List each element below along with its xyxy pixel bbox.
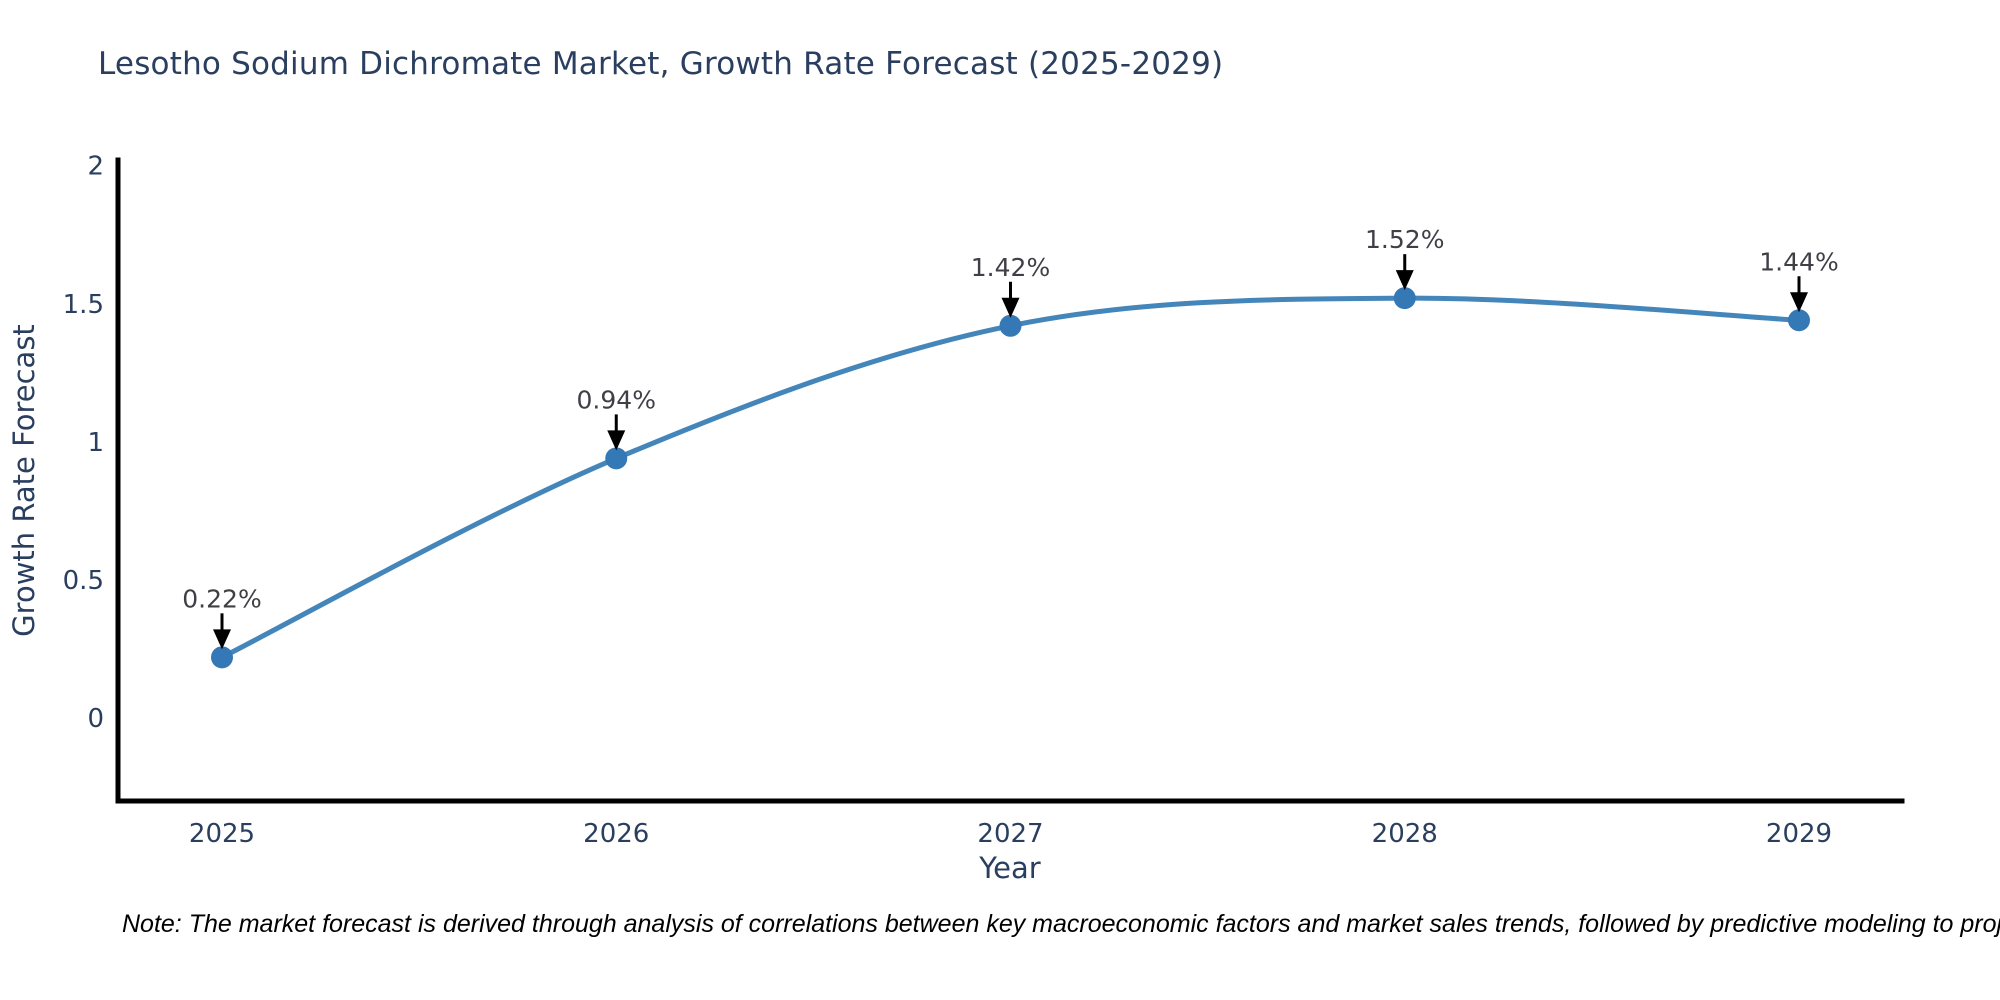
y-tick-label: 1 — [87, 428, 104, 458]
y-tick-label: 1.5 — [63, 290, 104, 320]
chart-title: Lesotho Sodium Dichromate Market, Growth… — [98, 46, 1224, 82]
x-tick-label: 2029 — [1766, 819, 1832, 849]
annotation-arrow-head — [1395, 270, 1414, 291]
y-tick-label: 0.5 — [63, 566, 104, 596]
y-axis-title: Growth Rate Forecast — [7, 324, 41, 637]
point-label-2029: 1.44% — [1759, 247, 1838, 276]
annotation-arrow-head — [213, 629, 231, 650]
x-tick-label: 2027 — [977, 819, 1043, 849]
point-label-2025: 0.22% — [182, 584, 261, 613]
data-point-2028[interactable] — [1393, 287, 1416, 310]
y-tick-label: 0 — [87, 704, 104, 734]
data-point-2025[interactable] — [211, 646, 233, 669]
annotation-arrow-head — [607, 430, 626, 451]
point-label-2027: 1.42% — [971, 253, 1050, 282]
data-point-2027[interactable] — [999, 314, 1022, 337]
x-tick-label: 2026 — [583, 819, 649, 849]
footnote: Note: The market forecast is derived thr… — [122, 910, 2000, 938]
y-tick-label: 2 — [87, 152, 104, 182]
point-label-2028: 1.52% — [1365, 225, 1444, 254]
data-point-2026[interactable] — [605, 447, 628, 470]
x-tick-label: 2028 — [1372, 819, 1438, 849]
annotation-arrow-head — [1790, 292, 1808, 313]
axes-lines — [115, 157, 1905, 804]
x-axis-title: Year — [978, 851, 1040, 885]
x-tick-label: 2025 — [189, 819, 255, 849]
point-label-2026: 0.94% — [577, 385, 656, 414]
data-point-2029[interactable] — [1788, 309, 1810, 332]
annotation-arrow-head — [1001, 297, 1020, 318]
trend-line — [219, 295, 1802, 660]
